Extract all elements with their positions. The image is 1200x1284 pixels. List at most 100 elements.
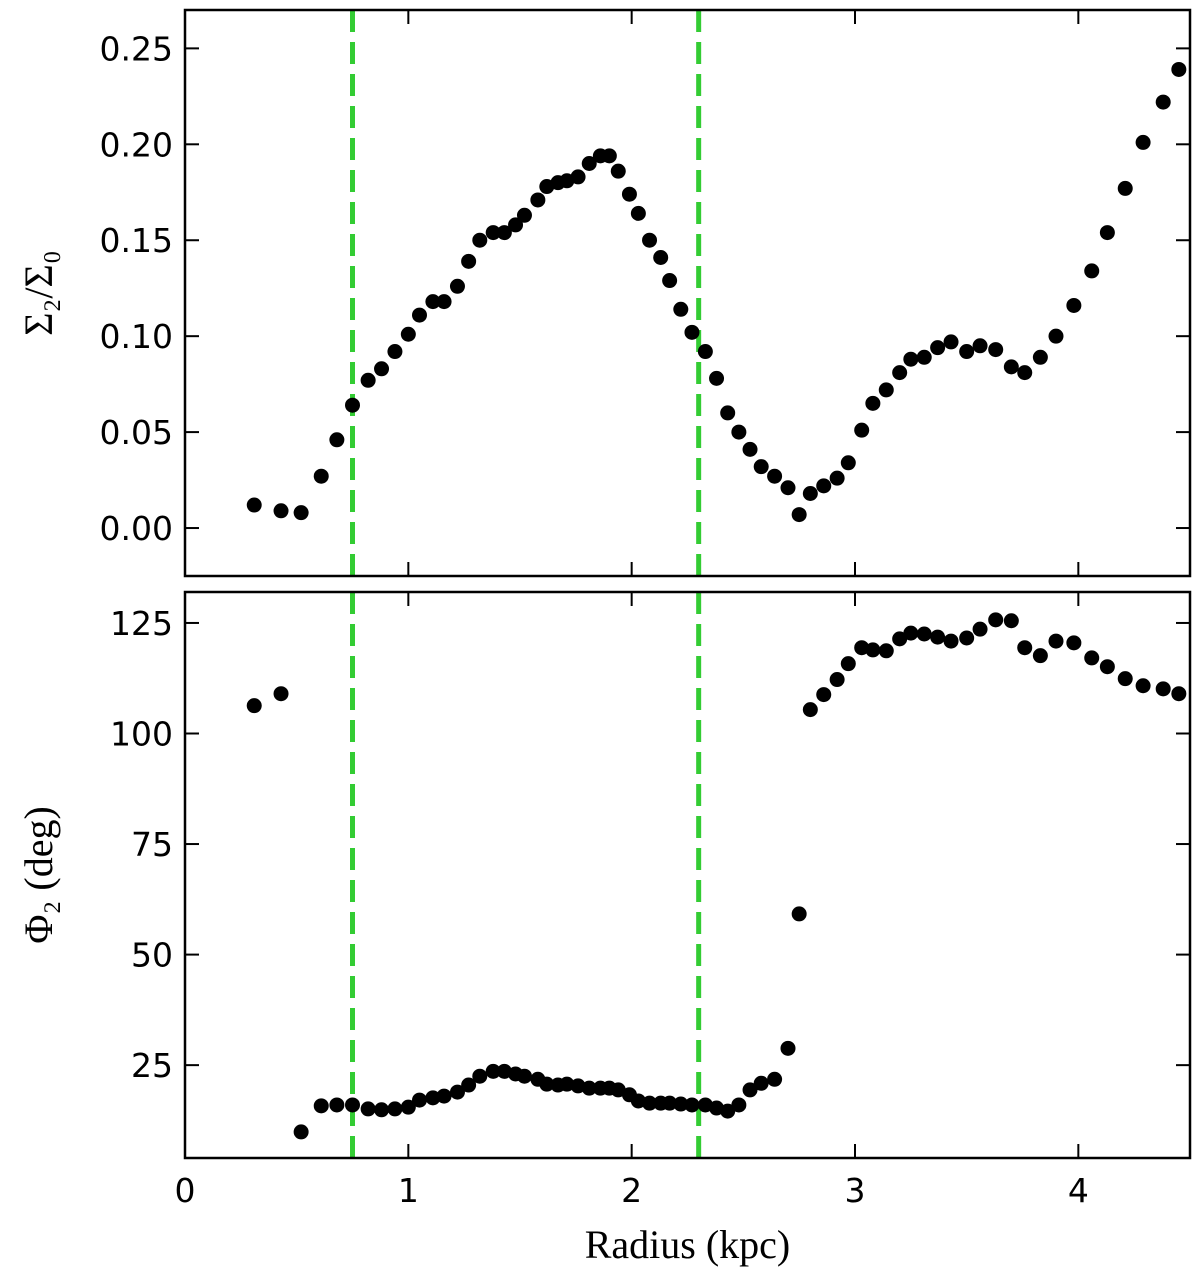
data-point (1017, 365, 1033, 381)
data-point (697, 344, 713, 360)
data-point (840, 455, 856, 471)
y-tick-label: 100 (110, 715, 173, 754)
data-point (865, 642, 881, 658)
data-point (246, 698, 262, 714)
data-point (767, 1071, 783, 1087)
data-point (425, 1090, 441, 1106)
data-point (374, 1102, 390, 1118)
data-point (449, 278, 465, 294)
data-point (1003, 359, 1019, 375)
data-point (516, 207, 532, 223)
y-tick-label: 75 (131, 825, 173, 864)
y-tick-label: 125 (110, 604, 173, 643)
data-point (829, 672, 845, 688)
y-tick-label: 50 (131, 936, 173, 975)
data-point (865, 395, 881, 411)
data-point (530, 192, 546, 208)
data-point (412, 1092, 427, 1108)
data-point (516, 1068, 532, 1084)
data-point (972, 338, 988, 354)
data-point (630, 1093, 646, 1109)
data-point (630, 205, 646, 221)
x-tick-label: 4 (1068, 1171, 1089, 1210)
data-point (570, 1078, 586, 1094)
data-point (753, 1075, 769, 1091)
data-point (943, 633, 959, 649)
data-point (461, 253, 477, 269)
data-point (621, 186, 637, 202)
data-point (802, 485, 818, 501)
data-point (791, 507, 807, 523)
data-point (1066, 297, 1082, 313)
data-point (1048, 633, 1064, 649)
data-point (780, 480, 796, 496)
data-point (892, 631, 908, 647)
data-point (662, 1095, 678, 1111)
data-point (731, 1097, 747, 1113)
data-point (1084, 263, 1100, 279)
data-point (816, 478, 832, 494)
data-point (673, 301, 689, 317)
data-point (753, 459, 769, 475)
data-point (387, 344, 403, 360)
data-point (653, 250, 669, 266)
data-point (1032, 349, 1048, 365)
data-point (854, 640, 870, 656)
data-point (1171, 61, 1187, 77)
data-point (731, 424, 747, 440)
data-point (400, 326, 416, 342)
data-point (903, 351, 919, 367)
y-tick-label: 0.10 (100, 317, 173, 356)
data-point (988, 342, 1004, 358)
data-point (1017, 640, 1033, 656)
data-point (720, 1103, 736, 1119)
data-point (273, 686, 289, 702)
data-point (930, 340, 946, 356)
data-point (1003, 613, 1019, 629)
data-point (959, 344, 975, 360)
data-point (802, 702, 818, 718)
data-point (559, 1076, 575, 1092)
y-tick-label: 0.15 (100, 221, 173, 260)
data-point (601, 148, 617, 164)
data-point (916, 626, 932, 642)
data-point (1099, 225, 1115, 241)
data-point (972, 621, 988, 637)
data-point (273, 503, 289, 519)
data-point (461, 1077, 477, 1093)
data-point (374, 361, 390, 377)
data-point (345, 1097, 360, 1113)
data-point (673, 1096, 689, 1112)
data-point (293, 1124, 309, 1140)
data-point (387, 1101, 403, 1117)
x-tick-label: 1 (398, 1171, 419, 1210)
data-point (642, 232, 658, 248)
data-point (436, 1088, 452, 1104)
data-point (816, 687, 832, 703)
data-point (642, 1095, 658, 1111)
data-point (400, 1099, 416, 1115)
data-point (1066, 635, 1082, 651)
data-point (742, 441, 758, 457)
y-tick-label: 0.20 (100, 125, 173, 164)
data-point (662, 273, 678, 289)
data-point (878, 382, 894, 398)
data-point (1155, 94, 1171, 110)
data-point (854, 422, 870, 438)
x-tick-label: 3 (845, 1171, 866, 1210)
y-tick-label: 0.05 (100, 413, 173, 452)
data-point (425, 294, 441, 310)
data-point (496, 225, 512, 241)
data-point (1117, 180, 1133, 196)
data-point (485, 1063, 501, 1079)
data-point (313, 1098, 329, 1114)
data-point (293, 505, 309, 521)
data-point (581, 155, 597, 171)
data-point (449, 1084, 465, 1100)
y-tick-label: 25 (131, 1046, 173, 1085)
data-point (943, 334, 959, 350)
data-point (472, 1068, 488, 1084)
data-point (345, 397, 360, 413)
